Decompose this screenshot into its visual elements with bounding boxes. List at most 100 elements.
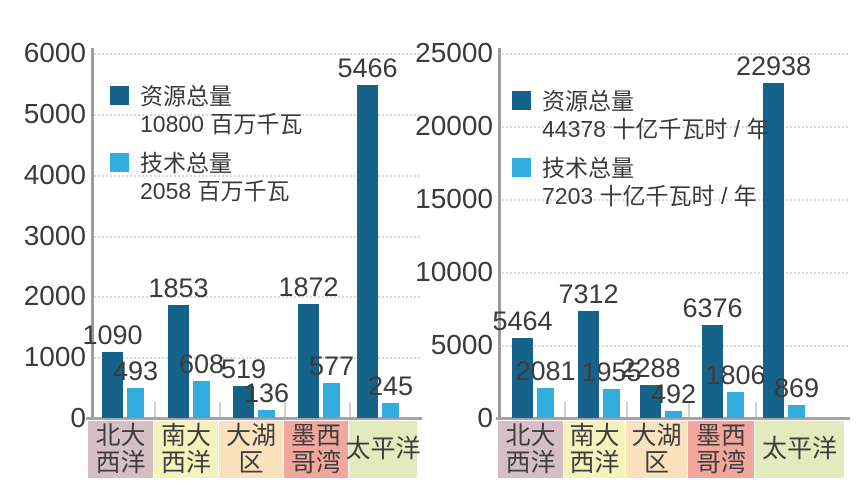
category-label: 太平洋	[345, 435, 421, 463]
technical-legend-swatch	[110, 153, 129, 172]
resource-value-label: 1090	[82, 319, 143, 350]
technical-legend-label: 技术总量	[140, 150, 232, 176]
resource-value-label: 7312	[558, 279, 619, 310]
category-separator-tick	[755, 402, 757, 418]
technical-value-label: 245	[367, 371, 414, 402]
y-axis-tick-label: 0	[477, 402, 493, 433]
resource-value-label: 1872	[278, 272, 339, 303]
category-band: 大湖区	[626, 421, 688, 478]
category-separator-tick	[688, 402, 690, 418]
y-axis-tick-label: 1000	[23, 341, 86, 373]
technical-value-label: 577	[308, 350, 355, 381]
category-label: 西洋	[569, 448, 620, 477]
category-separator-tick	[564, 402, 566, 418]
category-separator-tick	[349, 402, 351, 418]
y-gridline	[91, 113, 420, 116]
category-band: 北大 西洋	[88, 421, 154, 478]
category-label: 南大	[569, 421, 620, 450]
category-label: 北大	[505, 421, 556, 450]
category-label: 哥湾	[290, 448, 341, 477]
category-label: 哥湾	[695, 448, 746, 477]
chart-legend: 资源总量 10800 百万千瓦 技术总量 2058 百万千瓦	[110, 83, 430, 213]
y-gridline	[91, 296, 420, 299]
category-separator-tick	[219, 402, 221, 418]
resource-bar	[640, 384, 661, 418]
category-label: 大湖	[225, 421, 276, 450]
category-separator-tick	[154, 402, 156, 418]
y-gridline	[91, 174, 420, 177]
y-axis-tick-label: 0	[70, 402, 86, 433]
y-axis-tick-label: 20000	[415, 110, 493, 141]
resource-value-label: 22938	[735, 51, 812, 82]
y-gridline	[498, 199, 848, 201]
technical-value-label: 492	[650, 378, 697, 409]
resource-bar	[763, 83, 784, 418]
technical-value-label: 869	[773, 373, 820, 404]
y-axis-tick-label: 15000	[415, 183, 493, 214]
resource-bar	[512, 338, 533, 418]
resource-value-label: 5466	[337, 53, 398, 84]
x-axis-baseline	[496, 417, 850, 420]
technical-bar	[193, 381, 210, 418]
technical-value-label: 1955	[581, 357, 642, 388]
resource-legend-swatch	[110, 86, 129, 105]
technical-value-label: 2081	[515, 355, 576, 386]
resource-bar	[702, 324, 723, 418]
category-label: 墨西	[290, 421, 341, 450]
category-separator-tick	[626, 402, 628, 418]
category-separator-tick	[284, 402, 286, 418]
technical-legend-total: 7203 十亿千瓦时 / 年	[542, 183, 757, 209]
y-gridline	[91, 357, 420, 360]
category-label: 西洋	[505, 448, 556, 477]
x-axis-baseline	[86, 417, 422, 420]
category-band: 墨西 哥湾	[688, 421, 755, 478]
category-band: 墨西 哥湾	[284, 421, 349, 478]
technical-bar	[382, 403, 399, 418]
y-axis-tick-label: 10000	[415, 256, 493, 287]
resource-value-label: 5464	[492, 306, 553, 337]
y-gridline	[498, 126, 848, 128]
resource-legend-swatch	[512, 91, 531, 110]
resource-bar	[298, 304, 319, 418]
y-gridline	[91, 53, 420, 55]
resource-bar	[102, 351, 123, 418]
technical-bar	[665, 410, 682, 418]
y-gridline	[498, 53, 848, 55]
y-gridline	[498, 272, 848, 274]
resource-value-label: 2288	[620, 352, 681, 383]
resource-legend-total: 10800 百万千瓦	[140, 111, 303, 137]
technical-bar	[537, 387, 554, 418]
technical-value-label: 1806	[705, 359, 766, 390]
y-axis-tick-label: 2000	[23, 280, 86, 312]
category-label: 墨西	[695, 421, 746, 450]
technical-bar	[788, 405, 805, 418]
category-label: 西洋	[160, 448, 211, 477]
technical-value-label: 493	[112, 356, 159, 386]
chart-legend: 资源总量 44378 十亿千瓦时 / 年技术总量 7203 十亿千瓦时 / 年	[512, 88, 832, 218]
technical-legend-label: 技术总量	[542, 155, 634, 181]
y-axis-line	[498, 48, 501, 418]
resource-legend-total: 44378 十亿千瓦时 / 年	[542, 116, 770, 142]
technical-value-label: 136	[243, 377, 290, 408]
category-label: 西洋	[95, 448, 146, 477]
resource-bar	[578, 311, 599, 418]
category-band: 南大 西洋	[154, 421, 219, 478]
category-label: 区	[238, 448, 264, 477]
y-axis-tick-label: 5000	[23, 97, 86, 129]
technical-legend-total: 2058 百万千瓦	[140, 178, 290, 204]
category-band: 太平洋	[345, 421, 421, 478]
technical-bar	[127, 388, 144, 418]
technical-bar	[258, 409, 275, 418]
technical-bar	[727, 391, 744, 418]
technical-value-label: 608	[178, 349, 225, 379]
category-label: 南大	[160, 421, 211, 450]
y-axis-tick-label: 3000	[23, 219, 86, 251]
category-band: 南大 西洋	[564, 421, 626, 478]
category-label: 太平洋	[761, 435, 837, 463]
resource-bar	[357, 85, 378, 418]
y-axis-tick-label: 5000	[430, 329, 493, 360]
category-band: 大湖区	[219, 421, 284, 478]
